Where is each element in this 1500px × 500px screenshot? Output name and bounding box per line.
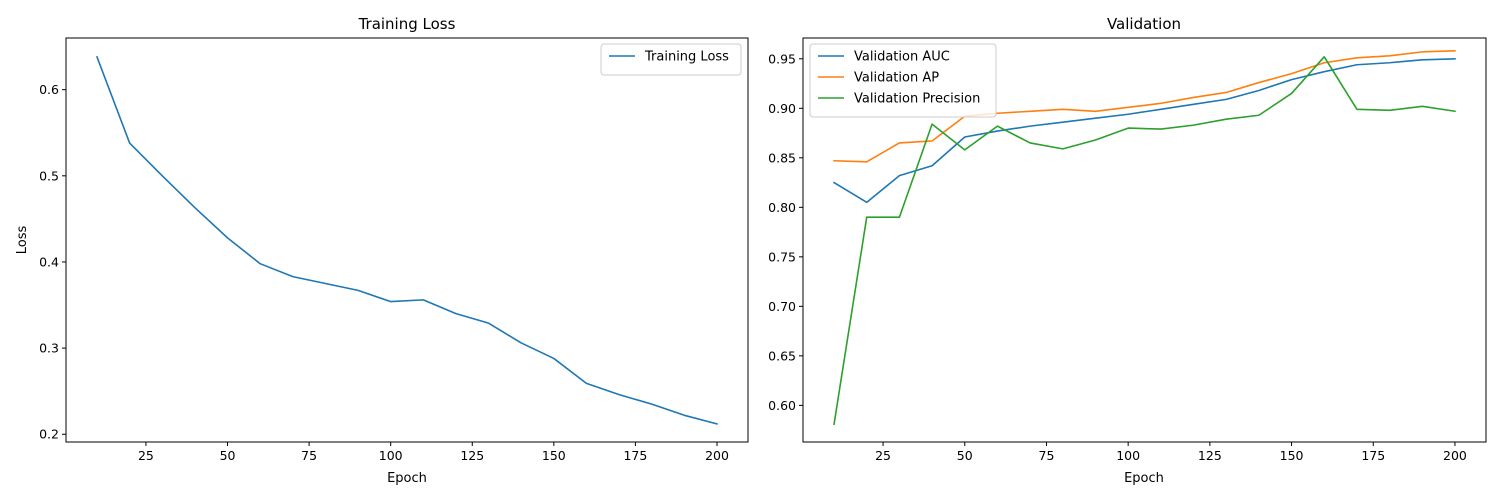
validation-x-tick-label: 175 [1361, 448, 1385, 463]
validation-y-tick-label: 0.80 [768, 200, 796, 215]
training-loss-y-tick-label: 0.5 [39, 168, 59, 183]
validation-x-tick-label: 25 [875, 448, 891, 463]
training-loss-x-tick-label: 175 [623, 448, 647, 463]
validation-y-tick-label: 0.90 [768, 101, 796, 116]
training-loss-x-tick-label: 25 [138, 448, 154, 463]
validation-y-ticks: 0.60 0.65 0.70 0.75 0.80 0.85 0.90 0.95 [768, 51, 803, 413]
validation-x-tick-label: 150 [1280, 448, 1304, 463]
validation-series-line-3 [833, 56, 1456, 426]
training-loss-legend: Training Loss [600, 43, 742, 76]
training-loss-series [95, 55, 718, 425]
validation-x-tick-label: 125 [1198, 448, 1222, 463]
validation-series-line-2 [833, 50, 1456, 163]
training-loss-x-tick-label: 100 [379, 448, 403, 463]
training-loss-y-tick-label: 0.6 [39, 82, 59, 97]
validation-x-tick-label: 100 [1116, 448, 1140, 463]
validation-y-tick-label: 0.75 [768, 249, 796, 264]
training-loss-legend-label: Training Loss [644, 50, 729, 65]
training-loss-y-ticks: 0.2 0.3 0.4 0.5 0.6 [39, 82, 66, 442]
validation-chart: Validation Epoch 25 50 75 100 125 150 175 200 0… [768, 15, 1487, 486]
validation-legend-box [809, 43, 997, 118]
training-loss-legend-box [600, 43, 742, 76]
validation-y-tick-label: 0.85 [768, 150, 796, 165]
training-loss-x-tick-label: 75 [301, 448, 317, 463]
training-loss-y-tick-label: 0.3 [39, 341, 59, 356]
training-loss-series-line-1 [95, 55, 718, 425]
validation-y-tick-label: 0.60 [768, 398, 796, 413]
validation-title: Validation [1107, 15, 1181, 33]
training-loss-axes-frame [65, 37, 749, 443]
validation-y-tick-label: 0.65 [768, 348, 796, 363]
training-loss-title: Training Loss [358, 15, 456, 33]
validation-series-line-1 [832, 57, 1456, 204]
training-loss-y-tick-label: 0.4 [39, 254, 59, 269]
validation-legend: Validation AUC Validation AP Validation Pr… [809, 43, 997, 118]
validation-x-tick-label: 75 [1039, 448, 1055, 463]
training-loss-x-tick-label: 200 [705, 448, 729, 463]
training-loss-x-axis-label: Epoch [387, 471, 427, 486]
validation-legend-label: Validation Precision [854, 92, 980, 107]
training-loss-y-tick-label: 0.2 [39, 427, 59, 442]
validation-y-tick-label: 0.95 [768, 51, 796, 66]
validation-x-ticks: 25 50 75 100 125 150 175 200 [875, 442, 1467, 463]
training-loss-x-tick-label: 125 [460, 448, 484, 463]
training-loss-y-axis-label: Loss [15, 226, 30, 255]
validation-series [832, 50, 1456, 426]
training-loss-x-tick-label: 150 [542, 448, 566, 463]
training-loss-x-tick-label: 50 [220, 448, 236, 463]
training-loss-chart: Training Loss Epoch Loss 25 50 75 100 125 150… [15, 15, 749, 486]
validation-x-axis-label: Epoch [1124, 471, 1164, 486]
validation-axes-frame [802, 37, 1487, 443]
validation-x-tick-label: 50 [957, 448, 973, 463]
validation-x-tick-label: 200 [1443, 448, 1467, 463]
validation-y-tick-label: 0.70 [768, 299, 796, 314]
validation-legend-label: Validation AP [854, 71, 939, 86]
training-loss-x-ticks: 25 50 75 100 125 150 175 200 [138, 442, 729, 463]
validation-legend-label: Validation AUC [854, 50, 950, 65]
